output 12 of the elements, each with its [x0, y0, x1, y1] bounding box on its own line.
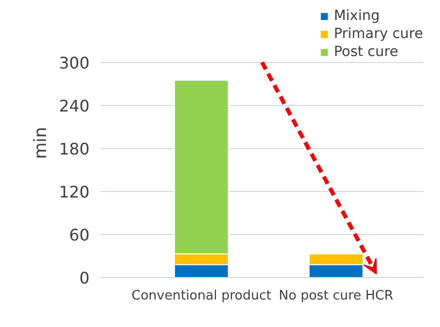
y-tick-label: 60: [69, 225, 90, 244]
y-tick-label: 0: [79, 268, 90, 288]
y-tick-label: 120: [58, 182, 90, 202]
legend-label: Mixing: [334, 8, 380, 24]
y-axis-title: min: [30, 126, 51, 160]
y-tick-label: 240: [58, 96, 90, 116]
y-tick-label: 180: [58, 139, 90, 158]
legend-label: Post cure: [334, 44, 398, 60]
x-tick-label: Conventional product: [132, 288, 272, 304]
legend-label: Primary cure: [334, 26, 423, 42]
y-tick-label: 300: [58, 53, 90, 72]
x-tick-label: No post cure HCR: [278, 288, 394, 304]
